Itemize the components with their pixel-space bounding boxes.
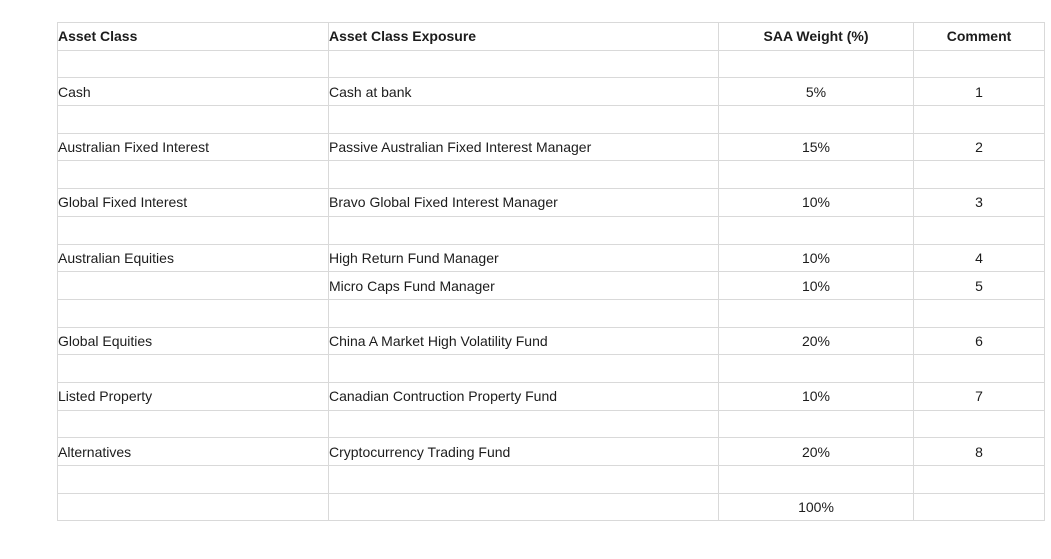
header-cell-weight: SAA Weight (%) (718, 22, 914, 51)
cell-asset_class (57, 271, 329, 300)
cell-comment (913, 492, 1045, 522)
cell-asset_class (57, 465, 329, 494)
cell-comment (913, 354, 1045, 383)
table-row: Micro Caps Fund Manager 10% 5 (57, 271, 1045, 300)
cell-exposure: Micro Caps Fund Manager (328, 271, 719, 300)
cell-asset_class (57, 49, 329, 79)
cell-exposure (328, 409, 719, 439)
cell-comment (913, 215, 1045, 245)
header-row: Asset Class Asset Class Exposure SAA Weigh… (57, 22, 1045, 51)
cell-asset_class (57, 492, 329, 522)
cell-comment: 5 (913, 271, 1045, 300)
cell-weight (718, 354, 914, 383)
cell-weight (718, 298, 914, 328)
cell-exposure: Cash at bank (328, 77, 719, 107)
cell-exposure (328, 160, 719, 190)
cell-asset_class (57, 105, 329, 134)
cell-exposure (328, 298, 719, 328)
cell-weight: 5% (718, 77, 914, 107)
cell-asset_class: Global Fixed Interest (57, 188, 329, 217)
table-row: Australian Fixed Interest Passive Austral… (57, 132, 1045, 162)
spacer-row (57, 354, 1045, 383)
cell-asset_class (57, 409, 329, 439)
cell-weight: 100% (718, 492, 914, 522)
cell-weight (718, 409, 914, 439)
cell-asset_class: Listed Property (57, 381, 329, 411)
cell-asset_class: Alternatives (57, 437, 329, 466)
cell-asset_class (57, 298, 329, 328)
table-row: Global Equities China A Market High Volat… (57, 326, 1045, 356)
spacer-row (57, 409, 1045, 439)
cell-comment (913, 465, 1045, 494)
cell-weight: 20% (718, 437, 914, 466)
cell-exposure: China A Market High Volatility Fund (328, 326, 719, 356)
total-row: 100% (57, 492, 1045, 522)
header-cell-exposure: Asset Class Exposure (328, 22, 719, 51)
cell-comment: 3 (913, 188, 1045, 217)
cell-asset_class (57, 354, 329, 383)
header-cell-comment: Comment (913, 22, 1045, 51)
spacer-row (57, 215, 1045, 245)
cell-weight: 10% (718, 381, 914, 411)
cell-exposure (328, 492, 719, 522)
cell-exposure: Canadian Contruction Property Fund (328, 381, 719, 411)
cell-asset_class (57, 215, 329, 245)
cell-weight: 10% (718, 188, 914, 217)
cell-exposure (328, 49, 719, 79)
cell-comment: 2 (913, 132, 1045, 162)
table-row: Global Fixed Interest Bravo Global Fixed … (57, 188, 1045, 217)
cell-comment: 6 (913, 326, 1045, 356)
cell-weight: 20% (718, 326, 914, 356)
table-row: Australian Equities High Return Fund Mana… (57, 243, 1045, 273)
cell-comment: 1 (913, 77, 1045, 107)
cell-weight: 15% (718, 132, 914, 162)
cell-exposure (328, 215, 719, 245)
cell-comment (913, 160, 1045, 190)
spacer-row (57, 160, 1045, 190)
cell-asset_class: Global Equities (57, 326, 329, 356)
table-row: Alternatives Cryptocurrency Trading Fund 2… (57, 437, 1045, 466)
cell-asset_class (57, 160, 329, 190)
asset-allocation-table: Asset Class Asset Class Exposure SAA Weigh… (57, 22, 1045, 522)
header-cell-asset_class: Asset Class (57, 22, 329, 51)
cell-exposure: Passive Australian Fixed Interest Manage… (328, 132, 719, 162)
cell-weight (718, 465, 914, 494)
cell-weight (718, 215, 914, 245)
cell-comment (913, 49, 1045, 79)
cell-comment (913, 298, 1045, 328)
cell-weight: 10% (718, 243, 914, 273)
cell-weight (718, 105, 914, 134)
cell-comment (913, 105, 1045, 134)
table-body: Cash Cash at bank 5% 1 Australian Fixed Inte… (57, 49, 1045, 522)
cell-exposure (328, 354, 719, 383)
spacer-row (57, 49, 1045, 79)
cell-exposure: High Return Fund Manager (328, 243, 719, 273)
cell-asset_class: Australian Fixed Interest (57, 132, 329, 162)
cell-comment: 7 (913, 381, 1045, 411)
cell-asset_class: Australian Equities (57, 243, 329, 273)
table-row: Listed Property Canadian Contruction Prop… (57, 381, 1045, 411)
spacer-row (57, 298, 1045, 328)
cell-exposure (328, 105, 719, 134)
cell-weight: 10% (718, 271, 914, 300)
cell-exposure (328, 465, 719, 494)
cell-exposure: Cryptocurrency Trading Fund (328, 437, 719, 466)
spacer-row (57, 465, 1045, 494)
cell-weight (718, 160, 914, 190)
cell-comment: 8 (913, 437, 1045, 466)
cell-comment: 4 (913, 243, 1045, 273)
cell-exposure: Bravo Global Fixed Interest Manager (328, 188, 719, 217)
cell-weight (718, 49, 914, 79)
table-row: Cash Cash at bank 5% 1 (57, 77, 1045, 107)
cell-comment (913, 409, 1045, 439)
cell-asset_class: Cash (57, 77, 329, 107)
spacer-row (57, 105, 1045, 134)
